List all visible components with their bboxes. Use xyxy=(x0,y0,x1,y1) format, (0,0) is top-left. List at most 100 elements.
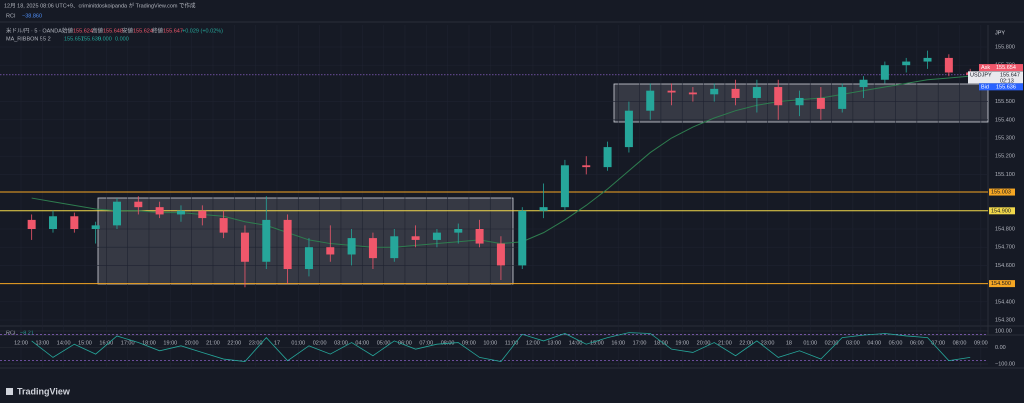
candle-body xyxy=(390,236,399,259)
candle-body xyxy=(326,247,335,255)
legend-change: +0.029 (+0.02%) xyxy=(182,28,223,34)
candle-body xyxy=(710,88,719,95)
x-tick-label: 17 xyxy=(274,340,280,346)
candle-body xyxy=(155,207,164,215)
candle-body xyxy=(91,225,100,229)
candle-body xyxy=(112,201,121,226)
candle-body xyxy=(646,90,655,111)
x-tick-label: 15:00 xyxy=(78,340,92,346)
top-indicator-value: −38.860 xyxy=(22,13,42,19)
candle-body xyxy=(688,92,697,95)
x-tick-label: 04:00 xyxy=(355,340,369,346)
legend-label: 始値 xyxy=(62,26,74,34)
candle-body xyxy=(496,243,505,266)
x-tick-label: 22:00 xyxy=(227,340,241,346)
candle-body xyxy=(731,88,740,98)
candle-body xyxy=(560,165,569,208)
legend-ma-value: 155.657 xyxy=(64,36,84,42)
rci-tick-label: 100.00 xyxy=(995,328,1012,334)
x-tick-label: 20:00 xyxy=(185,340,199,346)
level-label: 154.900 xyxy=(991,208,1011,214)
y-tick-label: 155.200 xyxy=(995,154,1015,160)
x-tick-label: 09:00 xyxy=(462,340,476,346)
x-tick-label: 02:00 xyxy=(825,340,839,346)
x-tick-label: 05:00 xyxy=(377,340,391,346)
candle-body xyxy=(70,216,79,229)
tv-logo: TradingView xyxy=(6,386,71,396)
y-tick-label: 155.500 xyxy=(995,99,1015,105)
ask-tag xyxy=(979,64,1023,72)
candle-body xyxy=(240,232,249,262)
rci-tick-label: −100.00 xyxy=(995,361,1015,367)
legend-value: 155.624 xyxy=(133,28,153,34)
top-indicator-name: RCI xyxy=(6,13,16,19)
x-tick-label: 12:00 xyxy=(526,340,540,346)
legend-value: 155.648 xyxy=(103,28,123,34)
candle-body xyxy=(880,65,889,80)
last-countdown: 02:13 xyxy=(1000,78,1014,84)
x-tick-label: 06:00 xyxy=(398,340,412,346)
candle-body xyxy=(176,210,185,215)
candle-body xyxy=(475,229,484,244)
x-tick-label: 03:00 xyxy=(334,340,348,346)
candle-body xyxy=(283,219,292,270)
header: 12月 18, 2025 08:06 UTC+9、criminitdoskoip… xyxy=(4,1,196,9)
x-tick-label: 14:00 xyxy=(57,340,71,346)
candle-body xyxy=(774,87,783,106)
candle-body xyxy=(368,238,377,259)
x-tick-label: 01:00 xyxy=(291,340,305,346)
rci-line xyxy=(31,332,971,362)
candle-body xyxy=(48,216,57,229)
y-tick-label: 155.300 xyxy=(995,135,1015,141)
legend-ma-value: 155.639 xyxy=(81,36,101,42)
currency: JPY xyxy=(995,30,1005,36)
x-tick-label: 16:00 xyxy=(99,340,113,346)
rci-name: RCI xyxy=(6,330,16,336)
x-tick-label: 19:00 xyxy=(675,340,689,346)
x-tick-label: 20:00 xyxy=(697,340,711,346)
candle-body xyxy=(944,57,953,73)
candle-body xyxy=(752,87,761,98)
candle-body xyxy=(624,110,633,148)
y-tick-label: 155.100 xyxy=(995,172,1015,178)
level-label: 154.500 xyxy=(991,281,1011,287)
x-tick-label: 23:00 xyxy=(249,340,263,346)
candle-body xyxy=(603,147,612,168)
y-tick-label: 154.600 xyxy=(995,263,1015,269)
ask-tag-name: Ask xyxy=(981,65,990,71)
x-tick-label: 19:00 xyxy=(163,340,177,346)
x-tick-label: 05:00 xyxy=(889,340,903,346)
candle-body xyxy=(219,218,228,233)
logo-mark xyxy=(6,388,13,395)
candle-body xyxy=(816,97,825,109)
candle-body xyxy=(902,61,911,66)
candle-body xyxy=(859,79,868,88)
legend-label: 高値 xyxy=(92,26,104,34)
candle-body xyxy=(539,207,548,211)
x-tick-label: 23:00 xyxy=(761,340,775,346)
rci-tick-label: 0.00 xyxy=(995,345,1006,351)
legend-ma-name: MA_RIBBON 55 2 xyxy=(6,36,51,42)
x-tick-label: 21:00 xyxy=(718,340,732,346)
x-tick-label: 16:00 xyxy=(611,340,625,346)
x-tick-label: 11:00 xyxy=(505,340,518,346)
candle-body xyxy=(582,165,591,168)
candle-body xyxy=(304,247,313,270)
candle-body xyxy=(198,210,207,219)
y-tick-label: 155.800 xyxy=(995,44,1015,50)
bid-tag-name: Bid xyxy=(981,84,989,90)
x-tick-label: 06:00 xyxy=(910,340,924,346)
last-tag xyxy=(968,71,1023,84)
candle-body xyxy=(27,219,36,229)
x-tick-label: 01:00 xyxy=(803,340,817,346)
x-tick-label: 09:00 xyxy=(974,340,988,346)
y-tick-label: 154.300 xyxy=(995,317,1015,323)
x-tick-label: 17:00 xyxy=(121,340,135,346)
x-tick-label: 13:00 xyxy=(35,340,49,346)
brand: TradingView xyxy=(17,386,71,396)
x-tick-label: 08:00 xyxy=(953,340,967,346)
last-label: 155.647 xyxy=(1000,72,1020,78)
x-tick-label: 17:00 xyxy=(633,340,647,346)
